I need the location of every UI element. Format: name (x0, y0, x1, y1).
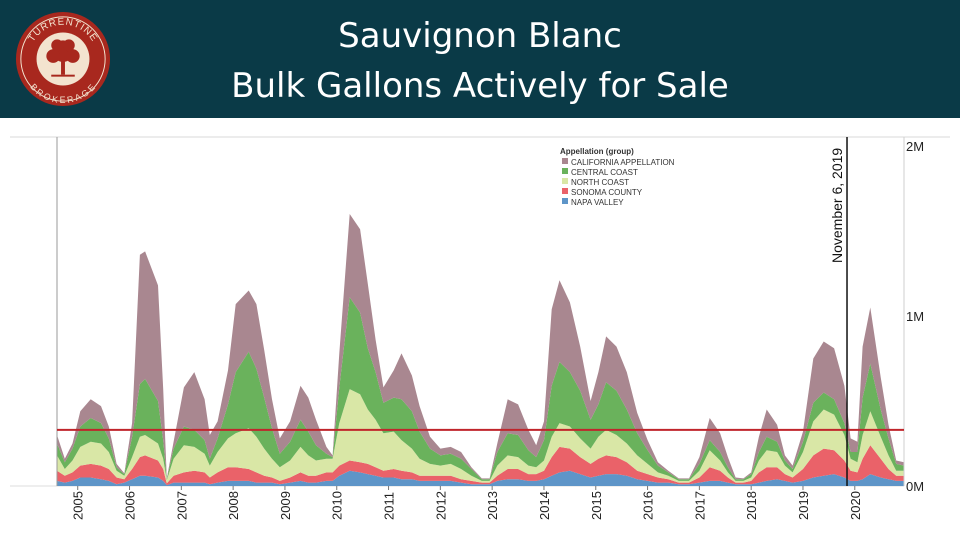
title-line-2: Bulk Gallons Actively for Sale (231, 66, 729, 106)
annotation-group: November 6, 2019 (829, 137, 848, 486)
turrentine-brokerage-logo: TURRENTINE BROKERAGE (15, 11, 111, 107)
x-tick-label: 2008 (226, 491, 241, 520)
legend-swatch (562, 198, 568, 204)
x-tick-label: 2020 (848, 491, 863, 520)
x-tick-label: 2005 (71, 491, 86, 520)
legend-swatch (562, 178, 568, 184)
x-axis: 2005 2006 2007 2008 2009 2010 2011 2012 2013 2014… (71, 486, 863, 520)
y-axis: 0M 1M 2M (906, 139, 924, 494)
area-california-appellation (57, 214, 904, 480)
x-tick-label: 2013 (485, 491, 500, 520)
x-tick-label: 2017 (692, 491, 707, 520)
legend-swatch (562, 188, 568, 194)
area-series-group (57, 214, 904, 486)
x-tick-label: 2014 (537, 491, 552, 520)
x-tick-label: 2012 (433, 491, 448, 520)
legend-item: SONOMA COUNTY (571, 188, 643, 197)
x-tick-label: 2016 (641, 491, 656, 520)
y-tick-label: 2M (906, 139, 924, 154)
x-tick-label: 2010 (330, 491, 345, 520)
x-tick-label: 2009 (278, 491, 293, 520)
title-line-1: Sauvignon Blanc (338, 16, 622, 56)
legend-title: Appellation (group) (560, 147, 634, 156)
header-bar: TURRENTINE BROKERAGE Sauvignon Blanc Bul… (0, 0, 960, 118)
chart-area: November 6, 2019 0M 1M 2M 2005 2006 2007 2008… (0, 118, 960, 540)
annotation-label: November 6, 2019 (829, 148, 845, 263)
area-north-coast (57, 389, 904, 484)
y-tick-label: 0M (906, 479, 924, 494)
legend-item: CALIFORNIA APPELLATION (571, 158, 675, 167)
area-central-coast (57, 297, 904, 481)
x-tick-label: 2019 (796, 491, 811, 520)
legend-swatch (562, 168, 568, 174)
area-napa-valley (57, 470, 904, 486)
tree-icon (46, 39, 80, 77)
y-tick-label: 1M (906, 309, 924, 324)
x-tick-label: 2018 (744, 491, 759, 520)
x-tick-label: 2011 (382, 492, 397, 520)
legend: Appellation (group) CALIFORNIA APPELLATIO… (560, 147, 675, 207)
x-tick-label: 2007 (174, 491, 189, 520)
legend-item: NAPA VALLEY (571, 198, 624, 207)
legend-item: NORTH COAST (571, 178, 629, 187)
stacked-area-chart: November 6, 2019 0M 1M 2M 2005 2006 2007 2008… (10, 136, 950, 520)
x-tick-label: 2015 (589, 491, 604, 520)
legend-item: CENTRAL COAST (571, 168, 638, 177)
legend-swatch (562, 158, 568, 164)
x-tick-label: 2006 (123, 491, 138, 520)
